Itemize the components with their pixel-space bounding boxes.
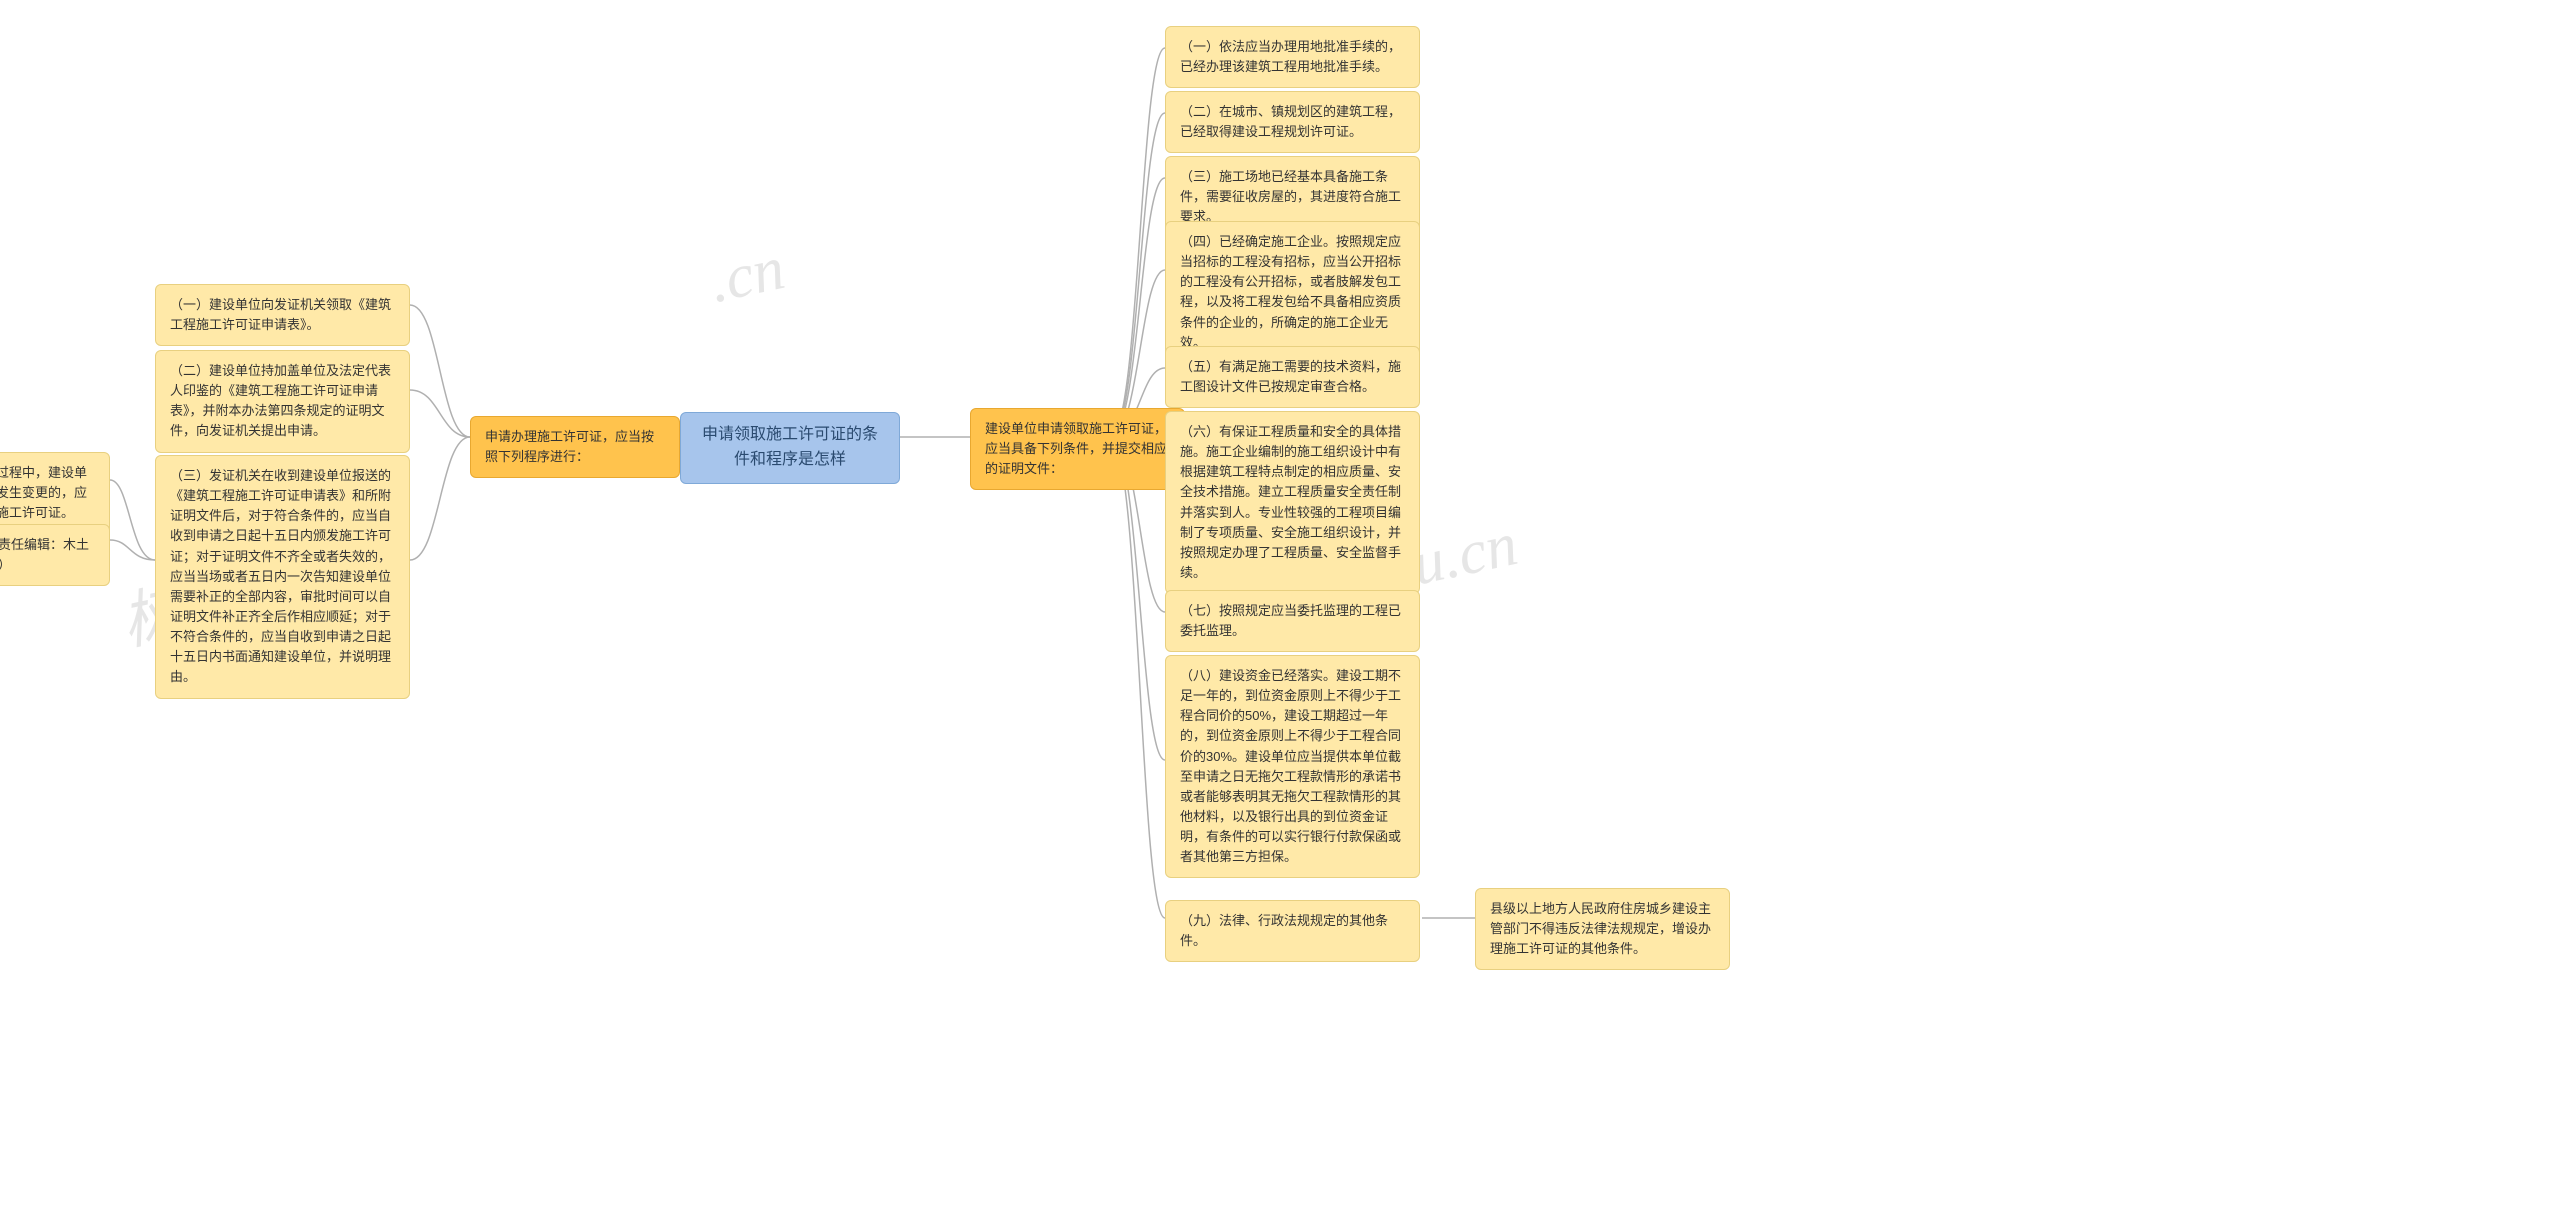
left-item-3: （三）发证机关在收到建设单位报送的《建筑工程施工许可证申请表》和所附证明文件后，…: [155, 455, 410, 699]
left-item-3a: 建筑工程在施工过程中，建设单位或者施工单位发生变更的，应当重新申请领取施工许可证…: [0, 452, 110, 534]
left-item-2: （二）建设单位持加盖单位及法定代表人印鉴的《建筑工程施工许可证申请表》，并附本办…: [155, 350, 410, 453]
right-item-9a: 县级以上地方人民政府住房城乡建设主管部门不得违反法律法规规定，增设办理施工许可证…: [1475, 888, 1730, 970]
root-title-line2: 件和程序是怎样: [695, 448, 885, 473]
root-node: 申请领取施工许可证的条 件和程序是怎样: [680, 412, 900, 484]
right-item-9: （九）法律、行政法规规定的其他条件。: [1165, 900, 1420, 962]
right-branch: 建设单位申请领取施工许可证，应当具备下列条件，并提交相应的证明文件：: [970, 408, 1185, 490]
right-item-1: （一）依法应当办理用地批准手续的，已经办理该建筑工程用地批准手续。: [1165, 26, 1420, 88]
left-item-1: （一）建设单位向发证机关领取《建筑工程施工许可证申请表》。: [155, 284, 410, 346]
right-item-4: （四）已经确定施工企业。按照规定应当招标的工程没有招标，应当公开招标的工程没有公…: [1165, 221, 1420, 364]
root-title-line1: 申请领取施工许可证的条: [695, 423, 885, 448]
right-item-2: （二）在城市、镇规划区的建筑工程，已经取得建设工程规划许可证。: [1165, 91, 1420, 153]
left-branch: 申请办理施工许可证，应当按照下列程序进行：: [470, 416, 680, 478]
right-item-6: （六）有保证工程质量和安全的具体措施。施工企业编制的施工组织设计中有根据建筑工程…: [1165, 411, 1420, 594]
right-item-8: （八）建设资金已经落实。建设工期不足一年的，到位资金原则上不得少于工程合同价的5…: [1165, 655, 1420, 878]
watermark: .cn: [703, 233, 790, 318]
left-item-3b: （责任编辑：木土土）: [0, 524, 110, 586]
right-item-7: （七）按照规定应当委托监理的工程已委托监理。: [1165, 590, 1420, 652]
right-item-5: （五）有满足施工需要的技术资料，施工图设计文件已按规定审查合格。: [1165, 346, 1420, 408]
